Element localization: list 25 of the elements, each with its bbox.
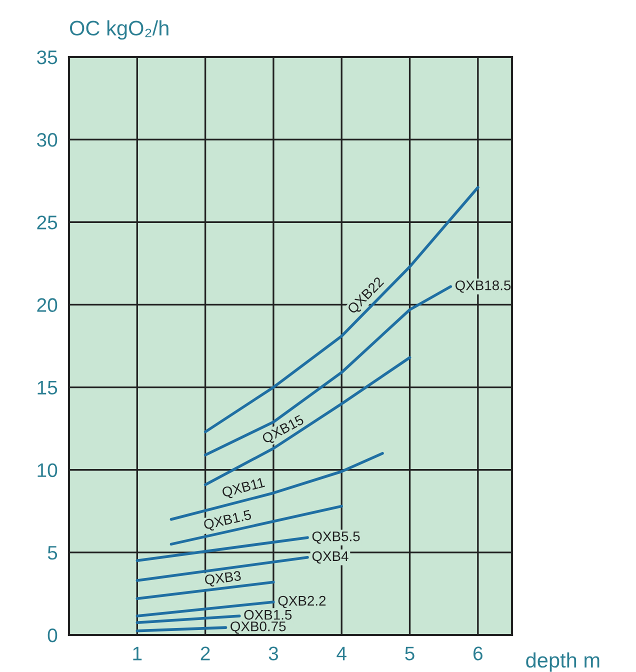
y-tick-label: 35 <box>37 50 58 64</box>
series-label: QXB4 <box>312 551 348 564</box>
series-label: QXB18.5 <box>455 280 511 293</box>
text: QXB1.5 <box>203 510 252 532</box>
y-axis-title: OC kgO₂/h <box>70 20 168 40</box>
x-tick-label: 6 <box>474 646 482 660</box>
x-axis-title: depth m <box>526 652 600 672</box>
text: QXB3 <box>204 570 242 588</box>
text: QXB11 <box>222 477 266 500</box>
x-tick-label: 4 <box>336 646 346 660</box>
y-tick-label: 30 <box>37 133 58 147</box>
series-label: QXB2.2 <box>278 596 326 608</box>
y-tick-label: 25 <box>37 216 58 230</box>
series-label: QXB5.5 <box>312 531 360 544</box>
series-label: QXB0.75 <box>230 621 286 634</box>
x-tick-label: 5 <box>405 646 414 660</box>
y-tick-label: 0 <box>48 628 58 642</box>
series-label: QXB1.5 <box>244 610 292 622</box>
x-tick-label: 3 <box>268 646 278 660</box>
y-tick-label: 10 <box>38 463 58 478</box>
y-tick-label: 5 <box>48 546 58 560</box>
y-tick-label: 20 <box>37 298 58 312</box>
x-tick-label: 2 <box>200 646 210 660</box>
x-tick-label: 1 <box>133 646 142 660</box>
y-tick-label: 15 <box>38 380 58 395</box>
